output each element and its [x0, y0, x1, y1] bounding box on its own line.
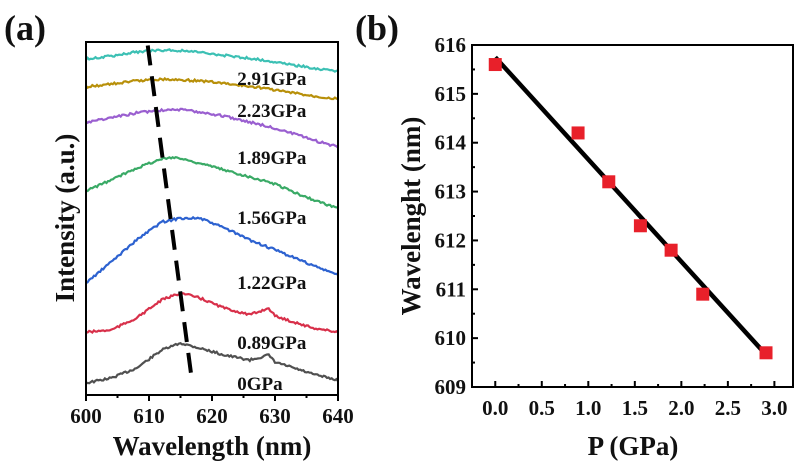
spectrum-line: [86, 292, 339, 334]
series-label: 2.23GPa: [237, 101, 307, 122]
x-tick-label: 640: [322, 404, 354, 428]
y-tick-label: 613: [435, 180, 467, 204]
y-tick-label: 614: [435, 131, 467, 155]
data-point: [664, 243, 678, 257]
x-tick-label: 630: [259, 404, 291, 428]
series-label: 0.89GPa: [237, 333, 307, 354]
panel-a-xlabel: Wavelength (nm): [113, 431, 312, 461]
spectrum-line: [85, 156, 339, 209]
y-tick-label: 610: [435, 326, 467, 350]
data-point: [759, 346, 773, 360]
panel-b-ylabel: Wavelenght (nm): [396, 117, 426, 316]
series-label: 1.56GPa: [237, 208, 307, 229]
series-label: 2.91GPa: [237, 69, 307, 90]
x-tick-label: 1.5: [622, 396, 648, 420]
panel-b-label: (b): [355, 8, 399, 48]
x-tick-label: 3.0: [761, 396, 787, 420]
x-tick-label: 2.5: [715, 396, 741, 420]
panel-a-ylabel: Intensity (a.u.): [50, 134, 80, 303]
x-tick-label: 600: [70, 404, 102, 428]
y-tick-label: 612: [435, 228, 467, 252]
spectrum-line: [85, 342, 339, 385]
y-tick-label: 615: [435, 82, 467, 106]
spectrum-line: [85, 107, 339, 149]
panel-a-plot: 0GPa 0.89GPa 1.22GPa 1.56GPa 1.89GPa 2.23GPa 2…: [70, 41, 354, 428]
plot-frame: [471, 44, 794, 388]
y-tick-label: 616: [435, 33, 467, 57]
data-point: [571, 126, 585, 140]
y-tick-label: 609: [435, 375, 467, 399]
data-point: [633, 219, 647, 233]
x-tick-label: 1.0: [575, 396, 601, 420]
spectrum-line: [85, 48, 339, 73]
x-tick-label: 0.5: [529, 396, 555, 420]
series-label: 1.89GPa: [237, 148, 307, 169]
x-tick-label: 620: [196, 404, 228, 428]
x-tick-label: 0.0: [482, 396, 508, 420]
data-point: [488, 58, 502, 72]
panel-b-xlabel: P (GPa): [588, 431, 679, 461]
spectrum-line: [85, 215, 339, 285]
series-label: 1.22GPa: [237, 273, 307, 294]
data-point: [602, 175, 616, 189]
peak-shift-dashed-line: [145, 45, 194, 381]
x-tick-label: 2.0: [668, 396, 694, 420]
panel-a-label: (a): [4, 8, 46, 48]
data-point: [696, 287, 710, 301]
x-tick-label: 610: [133, 404, 165, 428]
y-tick-label: 611: [436, 277, 466, 301]
spectrum-line: [85, 76, 339, 101]
linear-fit-line: [493, 55, 770, 359]
series-label: 0GPa: [237, 374, 283, 395]
panel-b-plot: 0.0 0.5 1.0 1.5 2.0 2.5 3.0 609 610 611 612 613 614 6…: [435, 33, 794, 420]
